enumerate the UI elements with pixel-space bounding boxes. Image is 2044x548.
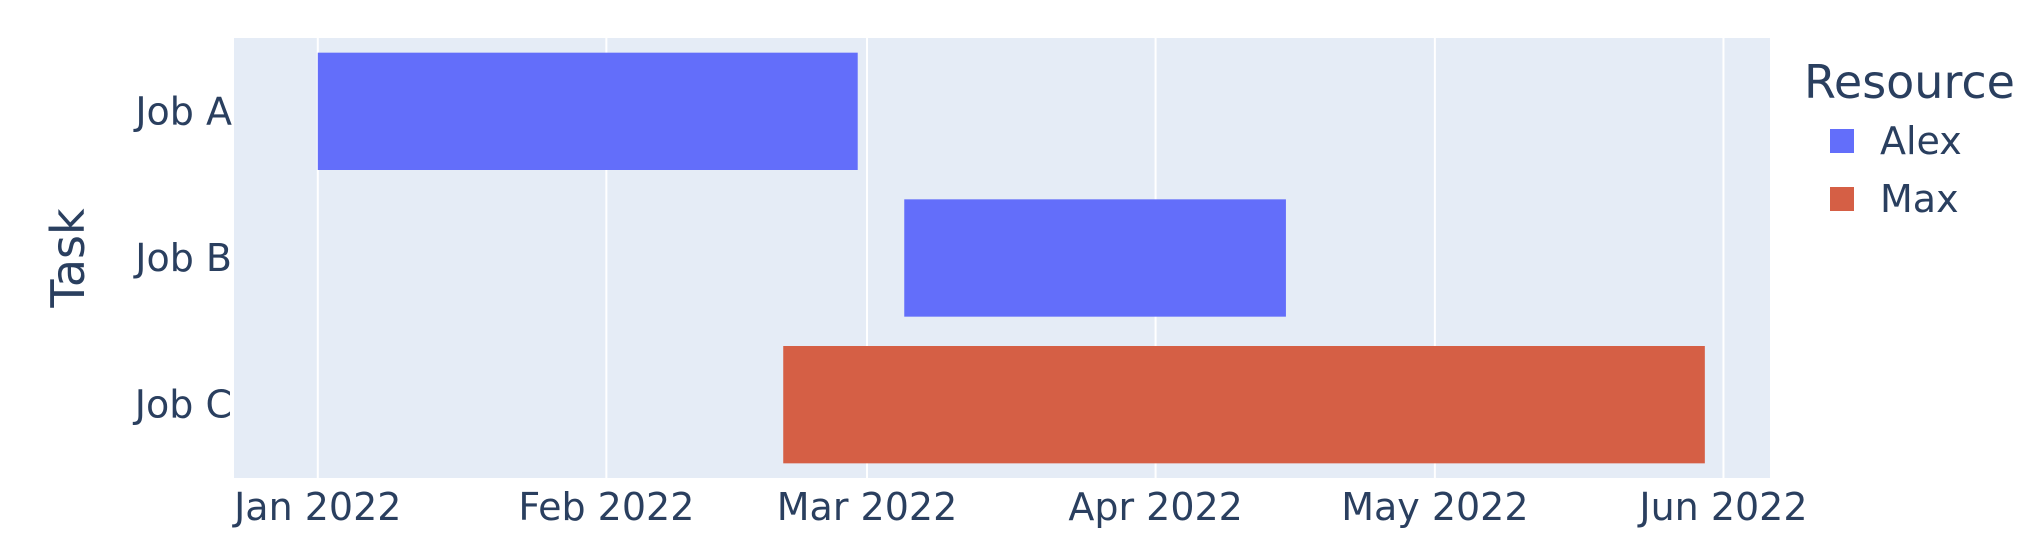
- x-tick-mar-2022: Mar 2022: [777, 485, 957, 529]
- y-axis-title: Task: [41, 208, 95, 309]
- bars: [317, 52, 1705, 464]
- bar-job-b-alex: [904, 199, 1286, 317]
- bar-job-a-alex: [317, 52, 858, 170]
- legend-swatch-max: [1830, 187, 1854, 211]
- legend: Resource Alex Max: [1804, 55, 2015, 221]
- y-tick-job-b: Job B: [133, 236, 232, 280]
- legend-swatch-alex: [1830, 129, 1854, 153]
- bar-job-c-max: [783, 346, 1705, 464]
- x-tick-jan-2022: Jan 2022: [232, 485, 401, 529]
- y-tick-labels: Job A Job B Job C: [133, 89, 232, 426]
- legend-label-max: Max: [1880, 177, 1959, 221]
- legend-label-alex: Alex: [1880, 119, 1962, 163]
- x-tick-labels: Jan 2022 Feb 2022 Mar 2022 Apr 2022 May 2022…: [232, 485, 1807, 529]
- x-tick-feb-2022: Feb 2022: [518, 485, 694, 529]
- x-tick-jun-2022: Jun 2022: [1637, 485, 1807, 529]
- y-tick-job-a: Job A: [133, 89, 232, 133]
- x-tick-may-2022: May 2022: [1341, 485, 1528, 529]
- y-tick-job-c: Job C: [133, 383, 232, 427]
- x-tick-apr-2022: Apr 2022: [1068, 485, 1243, 529]
- legend-title: Resource: [1804, 55, 2015, 109]
